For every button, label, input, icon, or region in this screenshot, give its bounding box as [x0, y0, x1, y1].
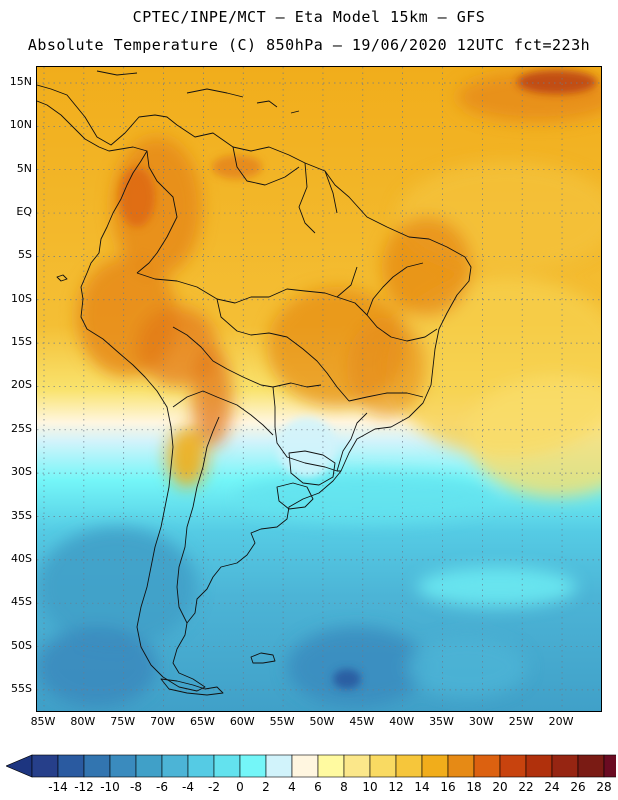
colorbar-swatch — [135, 754, 163, 778]
lat-lon-grid — [37, 67, 601, 711]
colorbar-swatch — [57, 754, 85, 778]
lat-label: 15S — [11, 335, 32, 349]
colorbar-swatch — [265, 754, 293, 778]
lon-label: 45W — [349, 715, 375, 728]
colorbar-swatch — [369, 754, 397, 778]
lat-label: 5N — [16, 161, 32, 175]
temperature-map — [37, 67, 601, 711]
colorbar-tick-label: -12 — [74, 780, 94, 794]
lon-label: 75W — [110, 715, 136, 728]
lon-label: 85W — [30, 715, 56, 728]
lat-label: 45S — [11, 595, 32, 609]
lon-label: 25W — [508, 715, 534, 728]
colorbar-tick-label: 14 — [414, 780, 430, 794]
colorbar: -14 -12 -10 -8 -6 -4 -2 0 2 4 6 8 10 12 14 16 18 20 22 24 26… — [5, 754, 618, 800]
colorbar-tick-label: 4 — [288, 780, 296, 794]
colorbar-tick-label: -10 — [100, 780, 120, 794]
colorbar-tick-label: 16 — [440, 780, 456, 794]
lat-label: 55S — [11, 681, 32, 695]
la-plata-region — [276, 482, 314, 510]
lon-label: 30W — [468, 715, 494, 728]
colorbar-tick-label: 26 — [570, 780, 586, 794]
colorbar-swatch — [239, 754, 267, 778]
lon-label: 70W — [150, 715, 175, 728]
colorbar-under-triangle — [5, 754, 33, 778]
south-america-coastline — [37, 84, 472, 692]
colorbar-swatch — [551, 754, 579, 778]
colorbar-swatch — [161, 754, 189, 778]
lat-label: 5S — [18, 248, 32, 262]
colorbar-tick-label: 10 — [362, 780, 378, 794]
colorbar-swatch — [395, 754, 423, 778]
internal-borders — [136, 146, 438, 624]
lon-label: 50W — [309, 715, 335, 728]
colorbar-swatch — [213, 754, 241, 778]
colorbar-tick-label: -8 — [130, 780, 142, 794]
lat-label: 10N — [9, 118, 32, 132]
lon-label: 40W — [389, 715, 415, 728]
colorbar-swatch — [447, 754, 475, 778]
galapagos — [56, 274, 68, 282]
colorbar-swatch — [499, 754, 527, 778]
lon-label: 35W — [429, 715, 454, 728]
colorbar-tick-label: 22 — [518, 780, 534, 794]
colorbar-tick-label: 20 — [492, 780, 508, 794]
colorbar-tick-label: -4 — [182, 780, 194, 794]
lat-label: 10S — [11, 291, 32, 305]
lon-label: 80W — [70, 715, 96, 728]
lat-label: 30S — [11, 465, 32, 479]
falkland-islands — [250, 652, 276, 664]
colorbar-tick-label: 0 — [236, 780, 244, 794]
colorbar-tick-label: 28 — [596, 780, 612, 794]
title-line-2: Absolute Temperature (C) 850hPa – 19/06/… — [27, 36, 591, 54]
lon-label: 60W — [229, 715, 255, 728]
colorbar-swatch — [343, 754, 371, 778]
lat-label: 20S — [11, 378, 32, 392]
colorbar-swatch — [109, 754, 137, 778]
colorbar-swatch — [421, 754, 449, 778]
colorbar-swatch — [317, 754, 345, 778]
colorbar-tick-label: -6 — [156, 780, 168, 794]
colorbar-tick-label: -2 — [208, 780, 220, 794]
colorbar-swatch — [577, 754, 605, 778]
tierra-del-fuego — [160, 678, 224, 696]
colorbar-tick-label: 6 — [314, 780, 322, 794]
colorbar-swatch — [31, 754, 59, 778]
country-borders — [37, 70, 472, 696]
map-panel — [36, 66, 602, 712]
lat-label: EQ — [16, 205, 32, 219]
colorbar-tick-label: 18 — [466, 780, 482, 794]
colorbar-tick-label: -14 — [48, 780, 68, 794]
colorbar-swatch — [473, 754, 501, 778]
uruguay-outline — [288, 450, 336, 486]
colorbar-tick-label: 12 — [388, 780, 404, 794]
lon-label: 20W — [548, 715, 574, 728]
lon-label: 65W — [189, 715, 215, 728]
colorbar-tick-label: 2 — [262, 780, 270, 794]
title-line-1: CPTEC/INPE/MCT – Eta Model 15km – GFS — [132, 8, 486, 26]
colorbar-scale — [5, 754, 618, 778]
colorbar-swatch — [187, 754, 215, 778]
lat-label: 25S — [11, 421, 32, 435]
lat-label: 35S — [11, 508, 32, 522]
colorbar-swatch — [603, 754, 618, 778]
temperature-shading — [37, 72, 601, 707]
colorbar-swatch — [525, 754, 553, 778]
lat-label: 50S — [11, 638, 32, 652]
caribbean-islands — [96, 70, 300, 114]
lat-label: 15N — [9, 75, 32, 88]
lon-label: 55W — [269, 715, 295, 728]
colorbar-tick-label: 8 — [340, 780, 348, 794]
lat-label: 40S — [11, 551, 32, 565]
colorbar-swatch — [291, 754, 319, 778]
colorbar-swatch — [83, 754, 111, 778]
colorbar-tick-label: 24 — [544, 780, 560, 794]
